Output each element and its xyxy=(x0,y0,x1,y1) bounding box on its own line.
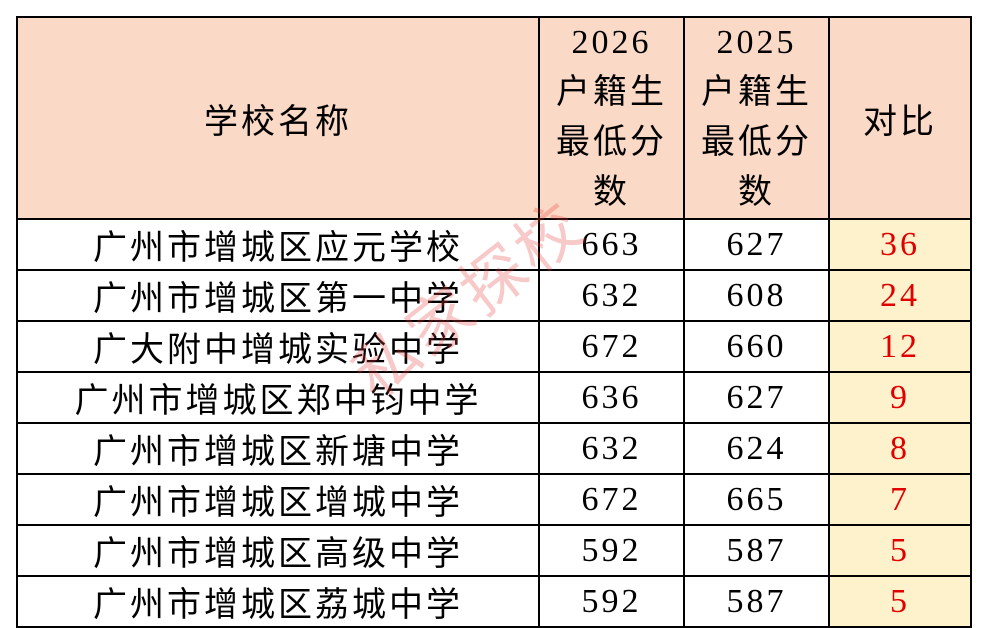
score-cell: 632 xyxy=(538,269,685,322)
score-diff: 9 xyxy=(828,371,972,424)
column-header: 对比 xyxy=(828,16,972,220)
table-row: 广州市增城区增城中学 672 665 7 xyxy=(16,473,972,526)
school-name: 广州市增城区郑中钧中学 xyxy=(16,371,540,424)
table-row: 广州市增城区新塘中学 632 624 8 xyxy=(16,422,972,475)
column-header: 学校名称 xyxy=(16,16,540,220)
score-cell: 663 xyxy=(538,218,685,271)
score-diff: 36 xyxy=(828,218,972,271)
score-cell: 592 xyxy=(538,575,685,628)
table-row: 广州市增城区第一中学 632 608 24 xyxy=(16,269,972,322)
score-diff: 12 xyxy=(828,320,972,373)
score-cell: 632 xyxy=(538,422,685,475)
score-cell: 665 xyxy=(683,473,830,526)
score-cell: 587 xyxy=(683,524,830,577)
column-header-text: 对比 xyxy=(863,103,937,141)
score-cell: 660 xyxy=(683,320,830,373)
table-row: 广州市增城区应元学校 663 627 36 xyxy=(16,218,972,271)
column-header: 2025户籍生最低分数 xyxy=(683,16,830,220)
table-body: 广州市增城区应元学校 663 627 36 广州市增城区第一中学 632 608 24 广大附中… xyxy=(16,218,972,628)
school-name: 广州市增城区第一中学 xyxy=(16,269,540,322)
score-cell: 672 xyxy=(538,320,685,373)
score-cell: 627 xyxy=(683,218,830,271)
page: 学校名称 2026户籍生最低分数 2025户籍生最低分数 对比 广州市增城区应元学校 6… xyxy=(16,16,972,628)
score-cell: 627 xyxy=(683,371,830,424)
school-name: 广州市增城区增城中学 xyxy=(16,473,540,526)
school-name: 广州市增城区应元学校 xyxy=(16,218,540,271)
column-header: 2026户籍生最低分数 xyxy=(538,16,685,220)
score-cell: 608 xyxy=(683,269,830,322)
school-name: 广大附中增城实验中学 xyxy=(16,320,540,373)
table-row: 广州市增城区郑中钧中学 636 627 9 xyxy=(16,371,972,424)
score-diff: 5 xyxy=(828,575,972,628)
table-row: 广大附中增城实验中学 672 660 12 xyxy=(16,320,972,373)
school-name: 广州市增城区荔城中学 xyxy=(16,575,540,628)
score-diff: 7 xyxy=(828,473,972,526)
column-header-text: 2026户籍生最低分数 xyxy=(556,24,667,211)
score-diff: 5 xyxy=(828,524,972,577)
score-table: 学校名称 2026户籍生最低分数 2025户籍生最低分数 对比 广州市增城区应元学校 6… xyxy=(16,16,972,628)
score-cell: 672 xyxy=(538,473,685,526)
score-cell: 592 xyxy=(538,524,685,577)
school-name: 广州市增城区新塘中学 xyxy=(16,422,540,475)
score-cell: 636 xyxy=(538,371,685,424)
score-diff: 24 xyxy=(828,269,972,322)
score-diff: 8 xyxy=(828,422,972,475)
score-cell: 587 xyxy=(683,575,830,628)
table-row: 广州市增城区荔城中学 592 587 5 xyxy=(16,575,972,628)
column-header-text: 学校名称 xyxy=(204,103,352,141)
header-row: 学校名称 2026户籍生最低分数 2025户籍生最低分数 对比 xyxy=(16,16,972,220)
column-header-text: 2025户籍生最低分数 xyxy=(701,24,812,211)
school-name: 广州市增城区高级中学 xyxy=(16,524,540,577)
table-row: 广州市增城区高级中学 592 587 5 xyxy=(16,524,972,577)
score-cell: 624 xyxy=(683,422,830,475)
